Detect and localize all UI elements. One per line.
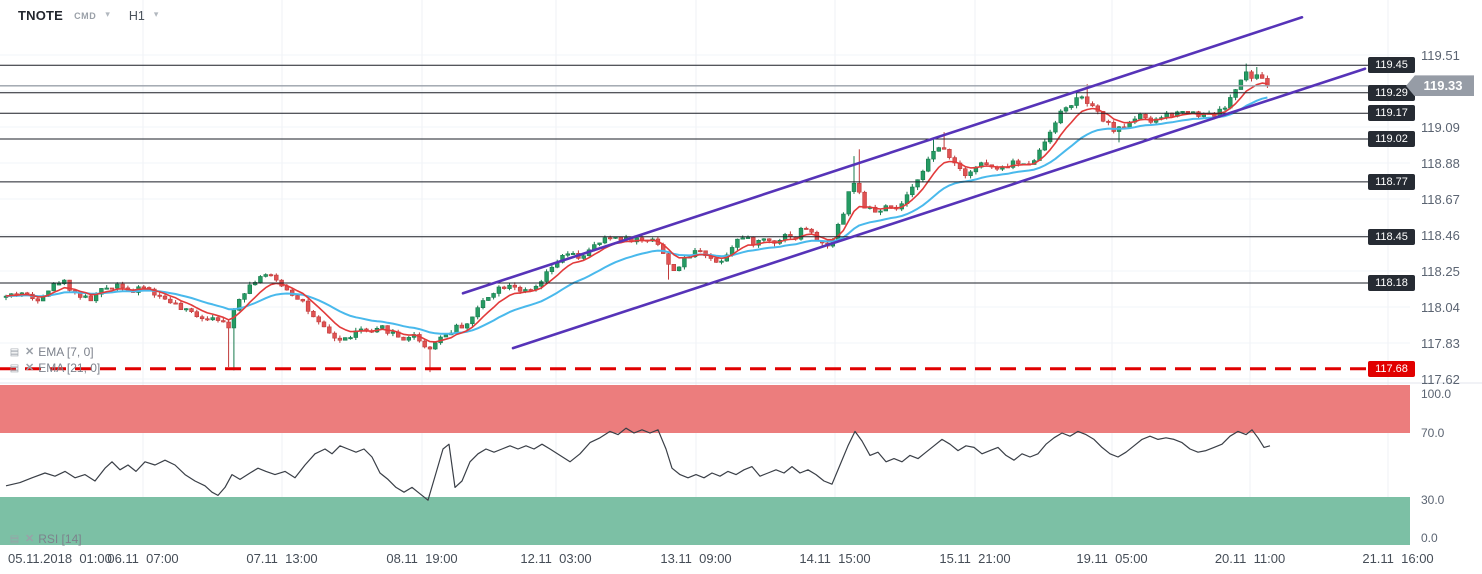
price-axis-label: 117.83: [1421, 336, 1460, 351]
price-level-badge[interactable]: 118.18: [1368, 275, 1415, 291]
rsi-line: [5, 427, 1271, 501]
price-axis-label: 119.51: [1421, 48, 1460, 63]
price-axis-label: 119.09: [1421, 120, 1460, 135]
time-axis-label: 08.11 19:00: [386, 551, 458, 566]
time-axis-label: 19.11 05:00: [1076, 551, 1148, 566]
ema-slow-settings-icon[interactable]: ▤: [9, 362, 20, 374]
current-price-badge: 119.33: [1406, 75, 1474, 97]
time-axis-label: 14.11 15:00: [799, 551, 871, 566]
rsi-axis-label: 100.0: [1421, 387, 1452, 401]
price-axis-label: 117.62: [1421, 372, 1460, 387]
chart-header: TNOTE CMD ▾ H1 ▾: [18, 8, 158, 23]
rsi-axis-label: 0.0: [1421, 531, 1438, 545]
rsi-settings-icon[interactable]: ▤: [9, 533, 20, 545]
price-axis-label: 118.25: [1421, 264, 1460, 279]
price-level-badge[interactable]: 118.45: [1368, 228, 1415, 245]
price-axis-label: 118.67: [1421, 192, 1460, 207]
time-axis-label: 12.11 03:00: [520, 551, 592, 566]
rsi-close-icon[interactable]: ✕: [25, 532, 35, 545]
channel-lower-trendline[interactable]: [511, 67, 1367, 350]
time-axis-label: 06.11 07:00: [107, 551, 179, 566]
time-axis-label: 20.11 11:00: [1214, 551, 1286, 566]
timeframe-selector[interactable]: H1: [128, 8, 145, 23]
time-axis-label: 07.11 13:00: [246, 551, 318, 566]
price-axis-label: 118.88: [1421, 156, 1460, 171]
price-axis-label: 118.46: [1421, 228, 1460, 243]
symbol-dropdown-caret-icon[interactable]: ▾: [105, 9, 110, 19]
ema-slow-label-text: EMA [21, 0]: [38, 361, 101, 375]
candles-layer: [3, 63, 1270, 373]
price-level-badge[interactable]: 119.02: [1368, 131, 1415, 147]
ema-slow-indicator-label: ▤ ✕ EMA [21, 0]: [8, 361, 101, 375]
ema-fast-line[interactable]: [5, 82, 1268, 343]
time-axis-label: 21.11 16:00: [1362, 551, 1434, 566]
ema-fast-close-icon[interactable]: ✕: [25, 345, 35, 358]
ema-fast-label-text: EMA [7, 0]: [38, 345, 94, 359]
rsi-axis-label: 70.0: [1421, 426, 1445, 440]
ema-fast-indicator-label: ▤ ✕ EMA [7, 0]: [8, 345, 94, 359]
rsi-overbought-band: [0, 385, 1410, 433]
rsi-oversold-band: [0, 497, 1410, 545]
rsi-label-text: RSI [14]: [38, 532, 82, 546]
market-label: CMD: [74, 10, 97, 21]
ema-fast-settings-icon[interactable]: ▤: [9, 346, 20, 358]
symbol-label: TNOTE: [18, 8, 64, 23]
price-level-badge[interactable]: 119.29: [1368, 84, 1415, 101]
price-level-badge[interactable]: 118.77: [1368, 173, 1415, 190]
price-level-badge[interactable]: 119.45: [1368, 57, 1415, 74]
time-axis-label: 05.11.2018 01:00: [8, 551, 112, 566]
time-axis-label: 15.11 21:00: [939, 551, 1011, 566]
time-axis-label: 13.11 09:00: [660, 551, 732, 566]
ema-slow-line[interactable]: [5, 96, 1268, 335]
support-price-badge[interactable]: 117.68: [1368, 360, 1415, 377]
channel-upper-trendline[interactable]: [461, 15, 1304, 295]
rsi-axis-label: 30.0: [1421, 493, 1445, 507]
price-axis-label: 118.04: [1421, 300, 1460, 315]
rsi-indicator-label: ▤ ✕ RSI [14]: [8, 532, 82, 546]
timeframe-dropdown-caret-icon[interactable]: ▾: [153, 9, 159, 19]
price-level-badge[interactable]: 119.17: [1368, 105, 1415, 122]
ema-slow-close-icon[interactable]: ✕: [25, 361, 35, 374]
